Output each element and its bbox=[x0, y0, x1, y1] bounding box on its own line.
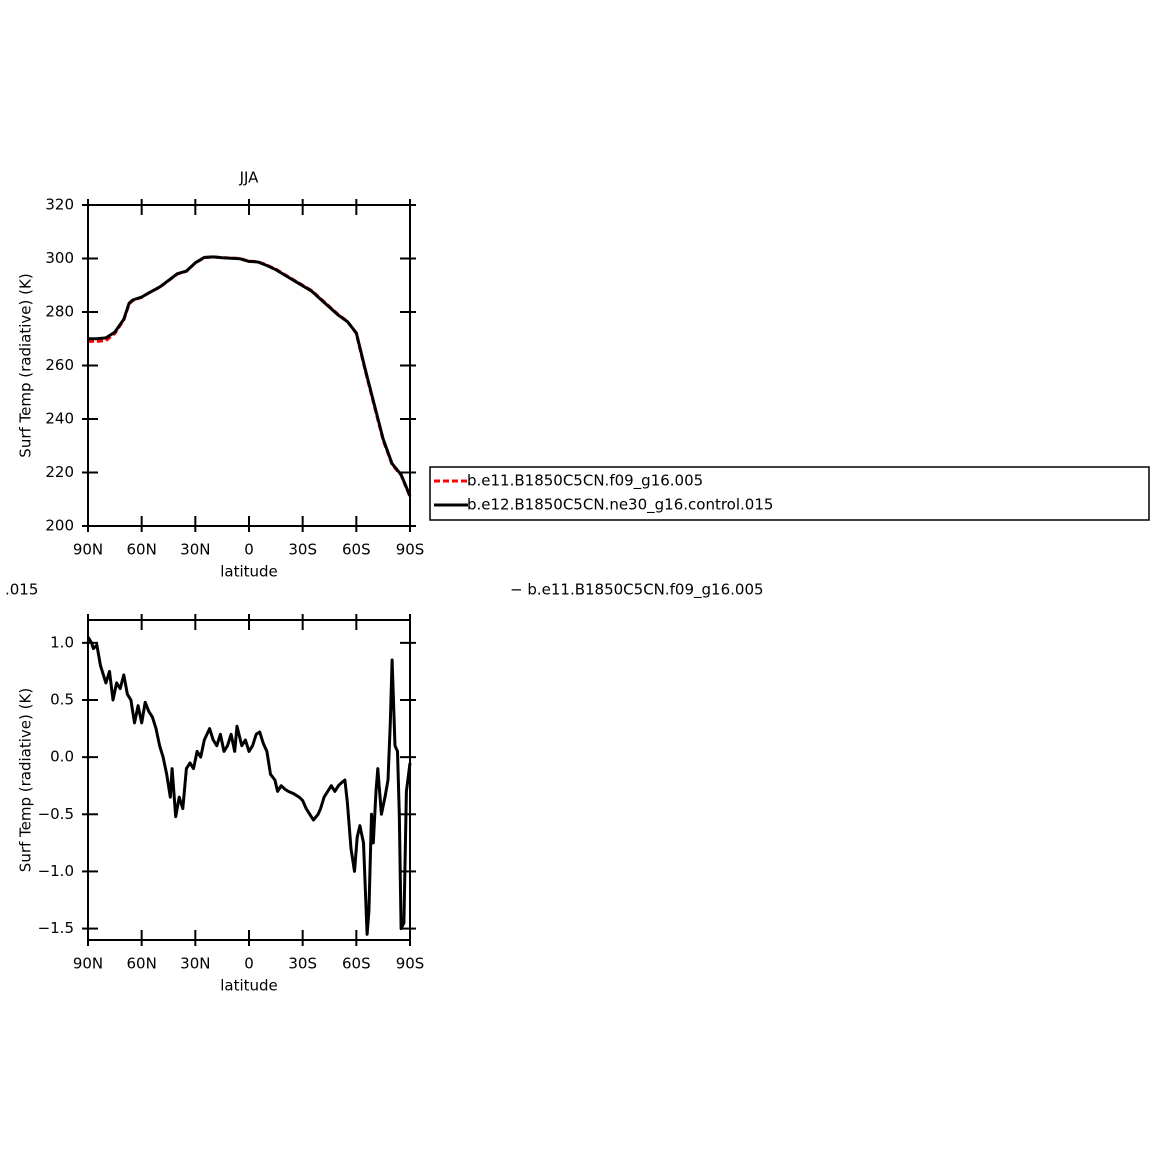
y-tick-label: 1.0 bbox=[50, 633, 74, 651]
series-line bbox=[88, 255, 412, 498]
x-tick-label: 60N bbox=[127, 541, 157, 559]
x-tick-label: 60S bbox=[342, 541, 371, 559]
y-tick-label: 220 bbox=[45, 463, 74, 481]
x-tick-label: 90N bbox=[73, 541, 103, 559]
y-tick-label: 300 bbox=[45, 249, 74, 267]
x-tick-label: 30N bbox=[180, 541, 210, 559]
x-tick-label: 90N bbox=[73, 955, 103, 973]
x-axis-label: latitude bbox=[220, 563, 278, 581]
annotation: − b.e11.B1850C5CN.f09_g16.005 bbox=[510, 581, 764, 600]
x-tick-label: 30S bbox=[288, 541, 317, 559]
x-tick-label: 30S bbox=[288, 955, 317, 973]
x-axis-label: latitude bbox=[220, 977, 278, 995]
plot-frame bbox=[87, 619, 411, 941]
y-tick-label: −1.5 bbox=[38, 919, 74, 937]
series-line bbox=[86, 636, 412, 936]
y-axis-label: Surf Temp (radiative) (K) bbox=[17, 273, 35, 457]
x-tick-label: 60S bbox=[342, 955, 371, 973]
x-tick-label: 90S bbox=[396, 541, 425, 559]
y-tick-label: 0.5 bbox=[50, 691, 74, 709]
y-tick-label: 280 bbox=[45, 303, 74, 321]
legend-box bbox=[429, 466, 1150, 521]
x-tick-label: 0 bbox=[244, 955, 254, 973]
legend-label: b.e12.B1850C5CN.ne30_g16.control.015 bbox=[467, 496, 773, 515]
plot-frame bbox=[87, 204, 411, 527]
x-tick-label: 90S bbox=[396, 955, 425, 973]
y-tick-label: 260 bbox=[45, 356, 74, 374]
chart-title: JJA bbox=[239, 169, 260, 187]
x-tick-label: 0 bbox=[244, 541, 254, 559]
annotation: .015 bbox=[5, 581, 38, 599]
y-axis-label: Surf Temp (radiative) (K) bbox=[17, 688, 35, 872]
y-tick-label: −1.0 bbox=[38, 862, 74, 880]
series-line bbox=[88, 255, 412, 497]
y-tick-label: −0.5 bbox=[38, 805, 74, 823]
y-tick-label: 240 bbox=[45, 410, 74, 428]
y-tick-label: 320 bbox=[45, 196, 74, 214]
x-tick-label: 60N bbox=[127, 955, 157, 973]
y-tick-label: 200 bbox=[45, 517, 74, 535]
x-tick-label: 30N bbox=[180, 955, 210, 973]
legend-label: b.e11.B1850C5CN.f09_g16.005 bbox=[467, 472, 703, 491]
y-tick-label: 0.0 bbox=[50, 748, 74, 766]
